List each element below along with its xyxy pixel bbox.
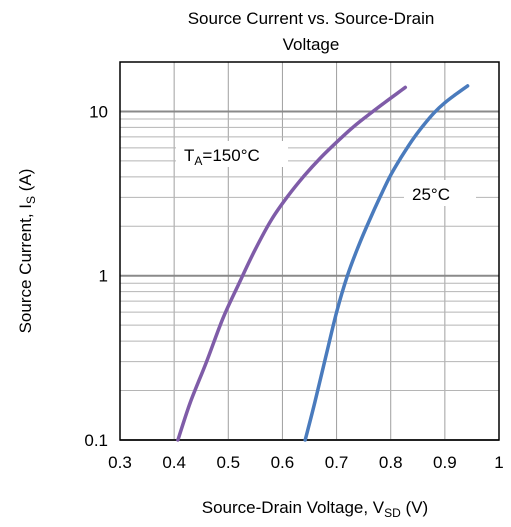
grid [119,61,500,441]
y-tick-label: 10 [89,102,108,121]
annotation-150-background [176,141,288,167]
chart-title-line-1: Source Current vs. Source-Drain [188,9,435,28]
y-tick-label: 1 [99,267,108,286]
annotation-25c: 25°C [412,185,450,204]
x-tick-label: 0.8 [379,453,403,472]
x-tick-label: 0.9 [433,453,457,472]
x-tick-label: 0.3 [108,453,132,472]
x-tick-label: 1 [494,453,503,472]
chart-title-line-2: Voltage [283,35,340,54]
x-axis-label: Source-Drain Voltage, VSD (V) [202,498,428,520]
x-tick-label: 0.7 [325,453,349,472]
x-tick-label: 0.6 [271,453,295,472]
series-150c-line [176,85,408,442]
y-axis-label: Source Current, IS (A) [16,169,38,334]
x-tick-label: 0.5 [216,453,240,472]
x-tick-label: 0.4 [162,453,186,472]
data-series [176,84,470,442]
y-tick-label: 0.1 [84,431,108,450]
annotation-150c: TA=150°C [184,146,260,168]
plot-frame [119,61,500,441]
series-25c-line [303,84,470,442]
annotation-25-background [404,180,476,206]
tick-labels: 0.3 0.4 0.5 0.6 0.7 0.8 0.9 1 0.1 1 10 [84,102,503,472]
